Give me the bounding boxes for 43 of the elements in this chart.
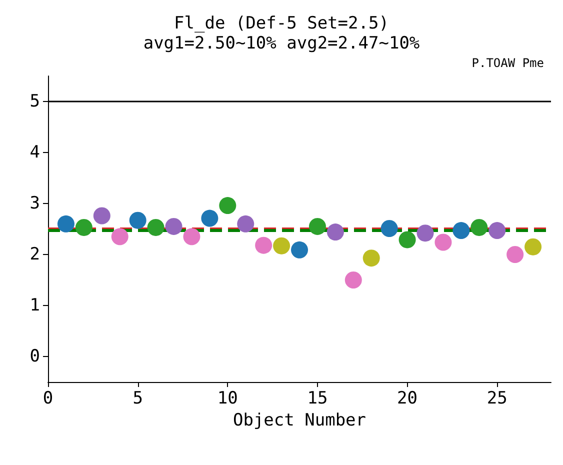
x-tick-label: 10 (217, 388, 238, 408)
chart-subtitle: avg1=2.50~10% avg2=2.47~10% (143, 34, 420, 54)
point (219, 197, 236, 214)
point (75, 218, 92, 236)
y-tick-label: 3 (30, 194, 40, 214)
point (434, 234, 452, 251)
point (524, 238, 542, 256)
point (380, 220, 398, 237)
y-tick-label: 2 (30, 244, 40, 264)
point (237, 215, 254, 232)
y-tick-label: 5 (30, 92, 40, 112)
x-tick-label: 15 (307, 388, 328, 408)
point (57, 215, 74, 232)
y-tick-label: 0 (30, 346, 40, 366)
point (326, 224, 344, 241)
point (416, 224, 434, 242)
point (129, 212, 146, 229)
point (93, 207, 110, 224)
point (452, 222, 470, 240)
point (362, 250, 380, 267)
point (308, 218, 326, 235)
point (201, 210, 218, 227)
y-tick-label: 4 (30, 142, 40, 162)
point (183, 228, 200, 246)
point (398, 231, 416, 248)
x-tick-label: 25 (486, 388, 508, 408)
x-tick-label: 0 (42, 388, 54, 408)
point (255, 236, 272, 254)
point (470, 218, 488, 236)
text: P.TOAW Pme (472, 56, 544, 70)
point (488, 222, 506, 240)
point (147, 218, 164, 236)
x-tick-label: 20 (397, 388, 418, 408)
point (111, 228, 128, 246)
point (344, 272, 362, 288)
point (165, 218, 182, 235)
point (273, 237, 290, 254)
x-axis-title: Object Number (232, 410, 366, 430)
point (506, 246, 524, 263)
x-tick-label: 5 (132, 388, 143, 408)
y-tick-label: 1 (30, 296, 40, 316)
chart-title: Fl_de (Def-5 Set=2.5) (174, 14, 389, 34)
point (291, 241, 308, 258)
